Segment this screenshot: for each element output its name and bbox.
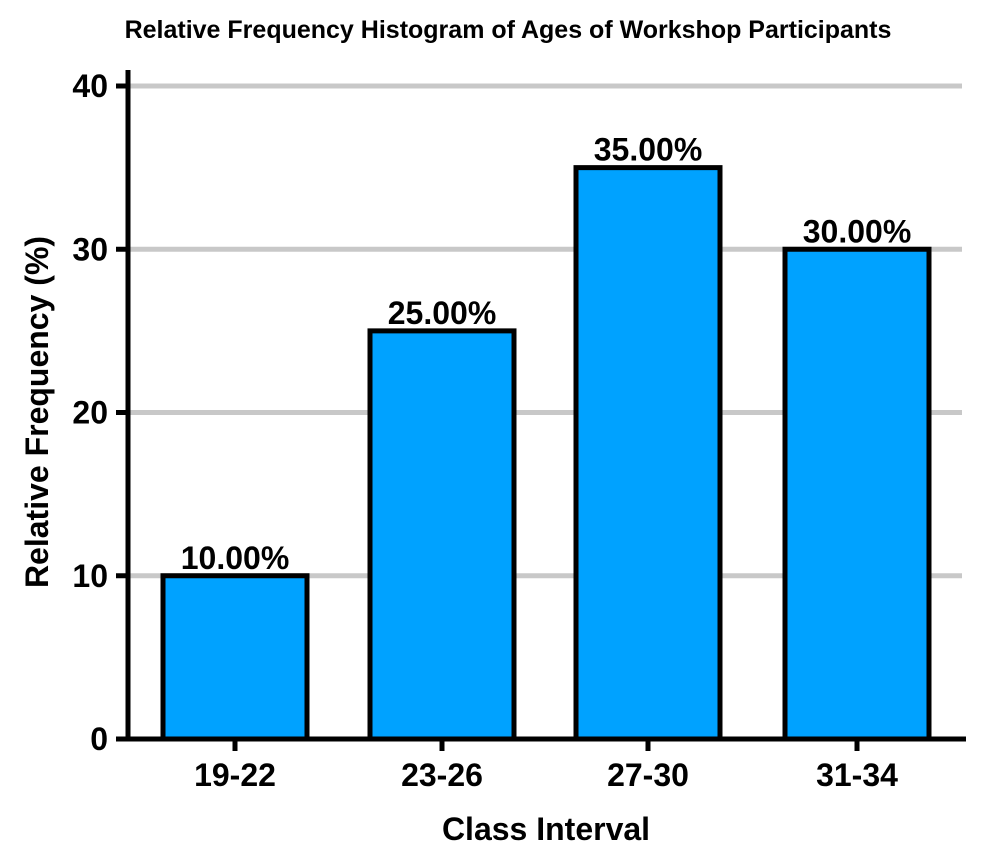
x-tick-label-27-30: 27-30 xyxy=(607,757,689,793)
data-label-19-22: 10.00% xyxy=(181,540,290,576)
bars xyxy=(160,165,932,742)
bar-31-34 xyxy=(782,246,932,742)
x-tick-label-23-26: 23-26 xyxy=(401,757,483,793)
x-axis-label: Class Interval xyxy=(442,811,650,847)
y-tick-label-40: 40 xyxy=(72,68,108,104)
bar-19-22 xyxy=(160,573,310,742)
y-axis-ticks: 0 10 20 30 40 xyxy=(72,68,128,757)
y-axis-label: Relative Frequency (%) xyxy=(19,236,55,588)
bar-27-30 xyxy=(573,165,723,742)
data-labels: 10.00% 25.00% 35.00% 30.00% xyxy=(181,132,912,576)
data-label-27-30: 35.00% xyxy=(594,132,703,168)
bar-23-26 xyxy=(367,328,517,742)
x-axis-ticks: 19-22 23-26 27-30 31-34 xyxy=(194,739,898,793)
y-tick-label-20: 20 xyxy=(72,395,108,431)
data-label-31-34: 30.00% xyxy=(803,213,912,249)
y-tick-label-0: 0 xyxy=(90,721,108,757)
x-tick-label-31-34: 31-34 xyxy=(816,757,898,793)
data-label-23-26: 25.00% xyxy=(388,295,497,331)
y-tick-label-30: 30 xyxy=(72,231,108,267)
axes xyxy=(125,70,966,742)
y-tick-label-10: 10 xyxy=(72,558,108,594)
x-tick-label-19-22: 19-22 xyxy=(194,757,276,793)
chart-title: Relative Frequency Histogram of Ages of … xyxy=(125,16,892,44)
